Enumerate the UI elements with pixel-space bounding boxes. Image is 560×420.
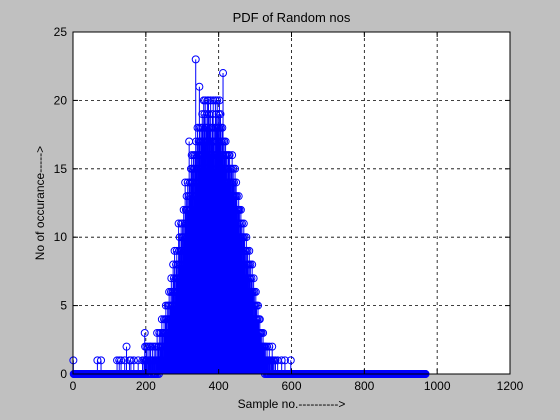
x-tick-label: 800 <box>354 379 374 393</box>
stem-marker <box>134 356 143 365</box>
stem-marker <box>216 110 225 119</box>
y-tick-label: 5 <box>60 299 67 313</box>
stem-marker <box>140 328 149 337</box>
y-tick-label: 25 <box>54 25 68 39</box>
y-tick-label: 20 <box>54 93 68 107</box>
stem-marker <box>219 69 228 78</box>
stem-marker <box>249 274 258 283</box>
y-tick-label: 10 <box>54 230 68 244</box>
y-axis-label: No of occurance-----> <box>33 146 47 260</box>
chart-title: PDF of Random nos <box>233 10 351 25</box>
stem-marker <box>239 219 248 228</box>
stem-marker <box>280 356 289 365</box>
axis-ticks: 0 200 400 600 800 1000 1200 0 5 10 15 20 25 <box>54 25 524 393</box>
stem-marker <box>232 178 241 187</box>
stem-marker <box>231 164 240 173</box>
stem-marker <box>225 151 234 160</box>
stem-marker <box>120 356 129 365</box>
grid-lines <box>73 32 510 374</box>
stem-marker <box>248 260 257 269</box>
stem-marker <box>97 356 106 365</box>
stem-marker <box>245 246 254 255</box>
stem-marker <box>268 342 277 351</box>
stem-marker <box>129 356 138 365</box>
stem-marker <box>259 328 268 337</box>
stem-marker <box>229 178 238 187</box>
stem-marker <box>200 110 209 119</box>
stem-marker <box>174 219 183 228</box>
stem-marker <box>263 342 272 351</box>
stem-marker <box>191 55 200 64</box>
x-tick-label: 400 <box>209 379 229 393</box>
stem-marker <box>286 356 295 365</box>
stem-marker <box>255 315 264 324</box>
y-tick-label: 0 <box>60 367 67 381</box>
stem-marker <box>195 82 204 91</box>
stem-marker <box>242 233 251 242</box>
stem-marker <box>253 301 262 310</box>
stem-marker <box>113 356 122 365</box>
stem-marker <box>271 356 280 365</box>
stem-marker <box>251 287 260 296</box>
x-tick-label: 200 <box>136 379 156 393</box>
stem-marker <box>236 205 245 214</box>
y-tick-label: 15 <box>54 162 68 176</box>
x-axis-label: Sample no.----------> <box>238 397 346 411</box>
stem-marker <box>213 96 222 105</box>
stem-marker <box>122 342 131 351</box>
x-tick-label: 0 <box>70 379 77 393</box>
stem-marker <box>221 137 230 146</box>
x-tick-label: 1000 <box>424 379 451 393</box>
stem-marker <box>265 342 274 351</box>
stem-marker <box>247 274 256 283</box>
stem-marker <box>181 178 190 187</box>
stem-marker <box>234 192 243 201</box>
x-tick-label: 1200 <box>497 379 524 393</box>
stem-marker <box>218 123 227 132</box>
stem-marker <box>209 96 218 105</box>
x-tick-label: 600 <box>281 379 301 393</box>
stem-marker <box>228 151 237 160</box>
